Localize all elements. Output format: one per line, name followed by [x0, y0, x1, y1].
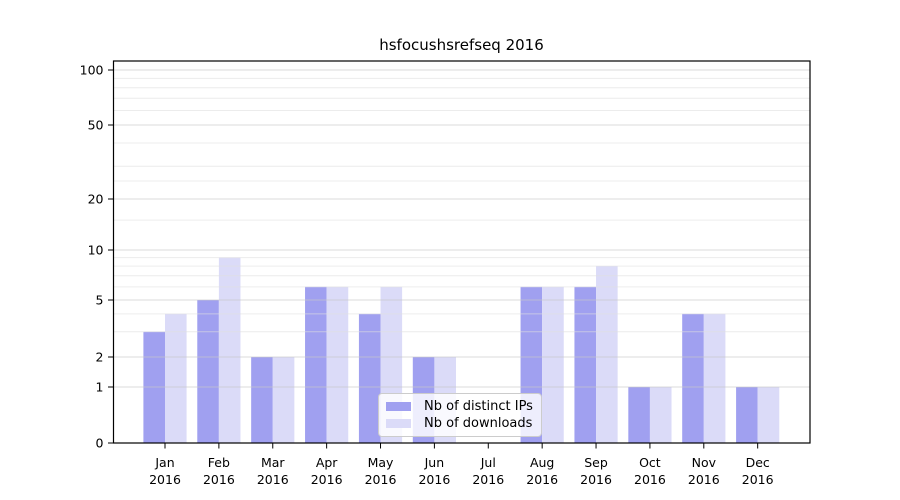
- plot-border: [112, 60, 811, 444]
- bar-distinct-ips-sep: [574, 286, 597, 443]
- x-axis-year-label: 2016: [526, 472, 558, 487]
- x-axis-month-label: Apr: [316, 455, 338, 470]
- bar-distinct-ips-apr: [305, 286, 327, 443]
- x-axis-year-label: 2016: [257, 472, 289, 487]
- x-axis-year-label: 2016: [311, 472, 343, 487]
- bar-distinct-ips-oct: [628, 387, 650, 443]
- bar-downloads-nov: [703, 313, 726, 443]
- bar-downloads-jan: [165, 313, 187, 443]
- x-axis-month-label: Sep: [584, 455, 608, 470]
- bar-downloads-aug: [542, 286, 564, 443]
- bar-downloads-apr: [326, 286, 349, 443]
- x-axis-month-label: Jun: [424, 455, 445, 470]
- legend-label-distinct-ips: Nb of distinct IPs: [424, 399, 533, 414]
- bar-distinct-ips-nov: [682, 313, 704, 443]
- x-axis-year-label: 2016: [634, 472, 666, 487]
- bar-downloads-oct: [649, 387, 672, 443]
- bar-downloads-mar: [272, 357, 295, 443]
- y-axis-tick-label: 0: [96, 436, 104, 451]
- x-axis-year-label: 2016: [149, 472, 181, 487]
- bar-downloads-feb: [218, 257, 241, 443]
- y-axis-tick-label: 1: [96, 380, 104, 395]
- x-axis-month-label: Feb: [208, 455, 230, 470]
- x-axis-year-label: 2016: [580, 472, 612, 487]
- x-axis-month-label: Jul: [480, 455, 496, 470]
- bar-distinct-ips-mar: [251, 357, 273, 443]
- x-axis-month-label: May: [368, 455, 394, 470]
- y-axis-tick-label: 10: [88, 243, 104, 258]
- y-axis-tick-label: 100: [80, 63, 104, 78]
- x-axis-year-label: 2016: [418, 472, 450, 487]
- y-axis-tick-label: 5: [96, 293, 104, 308]
- x-axis-month-label: Mar: [261, 455, 285, 470]
- legend-item-distinct-ips: Nb of distinct IPs: [386, 399, 534, 414]
- bar-distinct-ips-feb: [197, 300, 219, 443]
- y-axis-tick-label: 50: [88, 118, 104, 133]
- bar-distinct-ips-dec: [736, 387, 758, 443]
- x-axis-year-label: 2016: [472, 472, 504, 487]
- x-axis-year-label: 2016: [688, 472, 720, 487]
- y-axis-tick-label: 20: [88, 192, 104, 207]
- bar-downloads-dec: [757, 387, 780, 443]
- x-axis-year-label: 2016: [742, 472, 774, 487]
- y-axis-tick-label: 2: [96, 350, 104, 365]
- x-axis-year-label: 2016: [365, 472, 397, 487]
- x-axis-month-label: Jan: [154, 455, 174, 470]
- legend: Nb of distinct IPs Nb of downloads: [378, 393, 542, 437]
- bar-distinct-ips-may: [358, 313, 381, 443]
- chart-title: hsfocushsrefseq 2016: [379, 36, 544, 54]
- legend-swatch-distinct-ips: [386, 402, 411, 411]
- legend-label-downloads: Nb of downloads: [424, 416, 533, 431]
- x-axis-month-label: Aug: [530, 455, 554, 470]
- x-axis-month-label: Nov: [692, 455, 717, 470]
- legend-item-downloads: Nb of downloads: [386, 416, 534, 431]
- x-axis-month-label: Dec: [746, 455, 770, 470]
- x-axis-month-label: Oct: [639, 455, 661, 470]
- legend-swatch-downloads: [386, 419, 411, 428]
- x-axis-year-label: 2016: [203, 472, 235, 487]
- bar-downloads-sep: [596, 266, 618, 443]
